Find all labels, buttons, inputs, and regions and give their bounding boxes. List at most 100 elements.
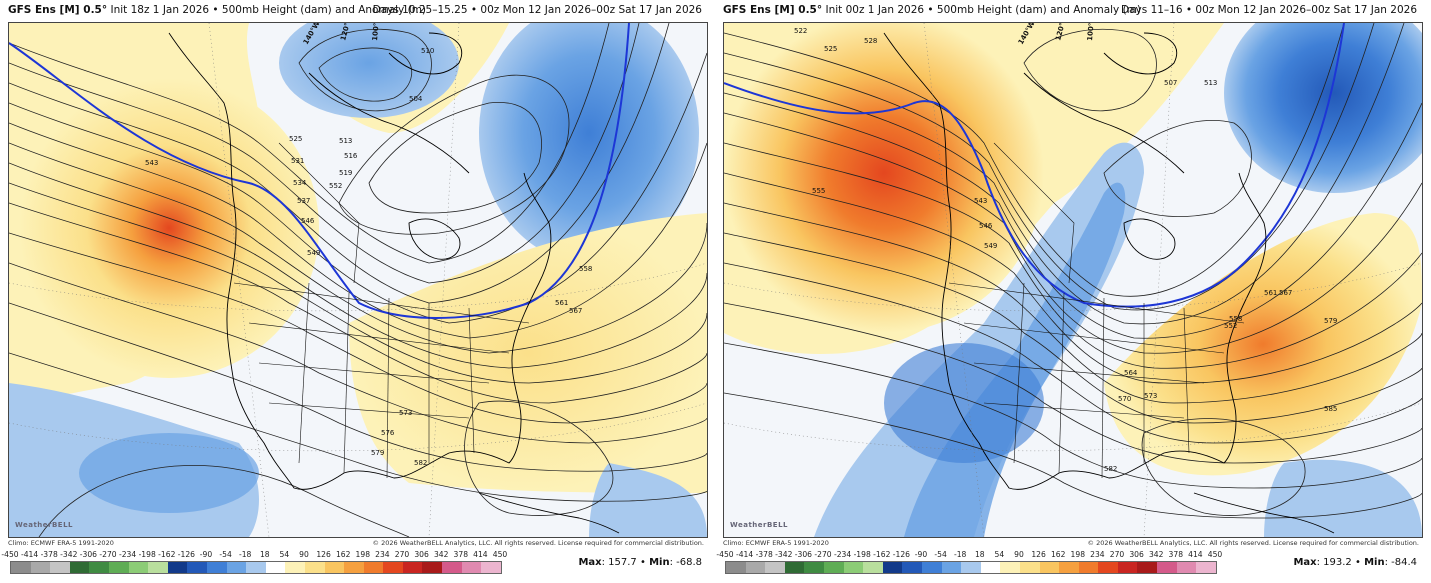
colorbar-tick: -378: [40, 550, 58, 559]
contour-label: 549: [984, 242, 997, 250]
panel-header: GFS Ens [M] 0.5° Init 18z 1 Jan 2026 • 5…: [8, 4, 702, 20]
map-panel-right: GFS Ens [M] 0.5° Init 00z 1 Jan 2026 • 5…: [716, 0, 1425, 583]
colorbar-swatch: [784, 562, 805, 573]
colorbar-tick: -18: [953, 550, 967, 559]
anomaly-map[interactable]: 522 525 528 555 543 546 549 552 558 561 …: [723, 22, 1423, 538]
valid-period: Days 11–16 • 00z Mon 12 Jan 2026–00z Sat…: [1121, 4, 1417, 16]
climo-note: Climo: ECMWF ERA-5 1991-2020: [723, 539, 829, 547]
colorbar-tick: 270: [1109, 550, 1125, 559]
contour-label: 558: [1229, 315, 1242, 323]
colorbar-swatch: [50, 562, 70, 573]
min-label: Min: [649, 557, 670, 568]
colorbar-swatch: [1078, 562, 1099, 573]
colorbar-tick: -90: [914, 550, 928, 559]
cold-anomaly-southeast: [1264, 459, 1422, 537]
colorbar-swatch: [30, 562, 51, 573]
colorbar-swatch: [481, 562, 501, 573]
colorbar-swatch: [422, 562, 443, 573]
colorbar-tick: 270: [394, 550, 410, 559]
contour-label: 546: [301, 217, 315, 225]
colorbar-tick: 54: [994, 550, 1005, 559]
contour-label: 564: [1124, 369, 1138, 377]
colorbar-swatch: [804, 562, 824, 573]
colorbar-tick: 54: [279, 550, 290, 559]
colorbar-swatch: [1137, 562, 1158, 573]
max-min-readout: Max: 193.2 • Min: -84.4: [1293, 557, 1417, 568]
anomaly-colorbar: [725, 561, 1217, 574]
colorbar-swatch: [11, 562, 31, 573]
colorbar-swatch: [69, 562, 90, 573]
contour-label: 552: [329, 182, 342, 190]
colorbar-tick: -306: [794, 550, 813, 559]
contour-label: 576: [381, 429, 395, 437]
colorbar-tick: -54: [219, 550, 232, 559]
contour-label: 549: [307, 249, 320, 257]
max-label: Max: [578, 557, 602, 568]
colorbar-swatch: [726, 562, 746, 573]
colorbar-swatch: [265, 562, 286, 573]
contour-label: 513: [1204, 79, 1217, 87]
colorbar-swatch: [167, 562, 188, 573]
colorbar-swatch: [1059, 562, 1079, 573]
colorbar-tick: -126: [892, 550, 911, 559]
colorbar-tick: 414: [1188, 550, 1203, 559]
height-contours: [9, 23, 707, 537]
copyright-note: © 2026 WeatherBELL Analytics, LLC. All r…: [1087, 539, 1419, 547]
contour-label: 534: [293, 179, 307, 187]
colorbar-tick: -198: [138, 550, 156, 559]
colorbar-tick: 414: [473, 550, 488, 559]
colorbar-swatch: [304, 562, 325, 573]
colorbar-swatch: [902, 562, 922, 573]
colorbar-swatch: [745, 562, 766, 573]
longitude-label: 100°W: [1086, 23, 1096, 41]
colorbar-tick: -18: [238, 550, 252, 559]
colorbar-swatch: [980, 562, 1001, 573]
colorbar-tick: 18: [259, 550, 270, 559]
max-value: 193.2: [1323, 557, 1352, 568]
cold-anomaly-north: [279, 23, 459, 118]
contour-label: 507: [1164, 79, 1177, 87]
colorbar-tick: 450: [492, 550, 508, 559]
contour-label: 513: [339, 137, 352, 145]
colorbar-tick: -342: [775, 550, 793, 559]
contour-label: 570: [1118, 395, 1131, 403]
contour-label: 516: [344, 152, 358, 160]
contour-labels: 543 519 525 531 534 537 546 549 552 558 …: [145, 47, 592, 467]
lat-lon-grid: [9, 23, 707, 537]
contour-label: 555: [812, 187, 825, 195]
contour-label: 525: [289, 135, 302, 143]
contour-label: 504: [409, 95, 423, 103]
anomaly-map[interactable]: 543 519 525 531 534 537 546 549 552 558 …: [8, 22, 708, 538]
colorbar-tick: 162: [1050, 550, 1066, 559]
cold-anomaly-northeast: [1224, 23, 1422, 193]
colorbar-tick: -54: [934, 550, 947, 559]
cold-anomaly-center: [884, 343, 1044, 463]
contour-label: 579: [371, 449, 384, 457]
contour-label: 579: [1324, 317, 1337, 325]
colorbar-tick: 234: [375, 550, 390, 559]
colorbar-tick: 306: [414, 550, 429, 559]
contour-label: 567: [569, 307, 582, 315]
contour-label: 582: [414, 459, 427, 467]
map-canvas: 522 525 528 555 543 546 549 552 558 561 …: [724, 23, 1422, 537]
colorbar-swatch: [206, 562, 227, 573]
contour-label: 558: [579, 265, 592, 273]
colorbar-tick: -270: [99, 550, 117, 559]
colorbar-tick: -414: [20, 550, 39, 559]
colorbar-swatch: [941, 562, 962, 573]
colorbar-tick: -234: [118, 550, 137, 559]
contour-label: 543: [974, 197, 987, 205]
anomaly-colorbar: [10, 561, 502, 574]
contour-label: 561: [1264, 289, 1277, 297]
colorbar-swatch: [461, 562, 482, 573]
colorbar-ticks: -450 -414 -378 -342 -306 -270 -234 -198 …: [716, 550, 1222, 560]
init-and-field: Init 00z 1 Jan 2026 • 500mb Height (dam)…: [825, 4, 1142, 16]
cold-anomaly-northeast: [479, 23, 699, 263]
warm-anomaly-southeast: [349, 213, 707, 493]
colorbar-swatch: [1117, 562, 1138, 573]
colorbar-tick: 90: [299, 550, 309, 559]
colorbar-swatch: [1176, 562, 1197, 573]
longitude-label: 100°W: [371, 23, 381, 41]
weatherbell-logo: WeatherBELL: [15, 521, 74, 529]
colorbar-tick: 342: [1148, 550, 1164, 559]
